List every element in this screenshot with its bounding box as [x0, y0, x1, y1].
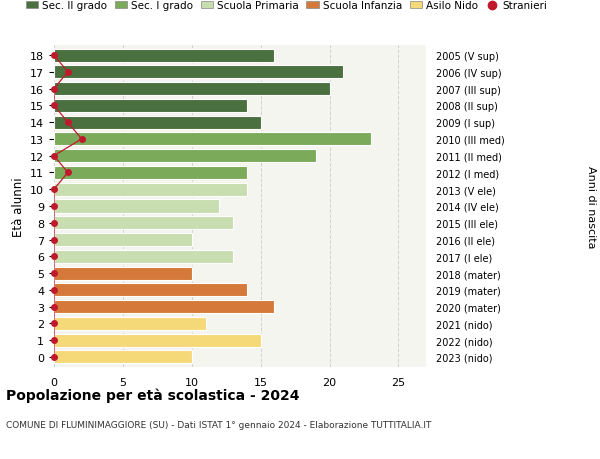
Point [49, 102, 59, 110]
Point [49, 219, 59, 227]
Y-axis label: Età alunni: Età alunni [11, 177, 25, 236]
Bar [54, 133, 371, 146]
Point [49, 153, 59, 160]
Bar [54, 317, 206, 330]
Bar [54, 234, 192, 246]
Bar [54, 167, 247, 179]
Bar [54, 116, 260, 129]
Point [49, 337, 59, 344]
Point [49, 320, 59, 327]
Point [49, 270, 59, 277]
Bar [54, 267, 192, 280]
Point [49, 203, 59, 210]
Bar [54, 100, 247, 112]
Point [49, 86, 59, 93]
Bar [54, 66, 343, 79]
Point [49, 253, 59, 260]
Legend: Sec. II grado, Sec. I grado, Scuola Primaria, Scuola Infanzia, Asilo Nido, Stran: Sec. II grado, Sec. I grado, Scuola Prim… [26, 1, 547, 11]
Bar [54, 150, 316, 163]
Point [63, 119, 73, 127]
Bar [54, 83, 329, 96]
Bar [54, 200, 220, 213]
Text: COMUNE DI FLUMINIMAGGIORE (SU) - Dati ISTAT 1° gennaio 2024 - Elaborazione TUTTI: COMUNE DI FLUMINIMAGGIORE (SU) - Dati IS… [6, 420, 431, 429]
Bar [54, 183, 247, 196]
Point [49, 286, 59, 294]
Point [49, 186, 59, 194]
Bar [54, 217, 233, 230]
Bar [54, 284, 247, 297]
Point [49, 236, 59, 244]
Point [77, 136, 86, 143]
Point [63, 69, 73, 76]
Point [49, 353, 59, 361]
Point [49, 303, 59, 311]
Bar [54, 50, 274, 62]
Bar [54, 334, 260, 347]
Bar [54, 351, 192, 364]
Bar [54, 301, 274, 313]
Point [63, 169, 73, 177]
Text: Anni di nascita: Anni di nascita [586, 165, 596, 248]
Bar [54, 250, 233, 263]
Text: Popolazione per età scolastica - 2024: Popolazione per età scolastica - 2024 [6, 388, 299, 403]
Point [49, 52, 59, 60]
